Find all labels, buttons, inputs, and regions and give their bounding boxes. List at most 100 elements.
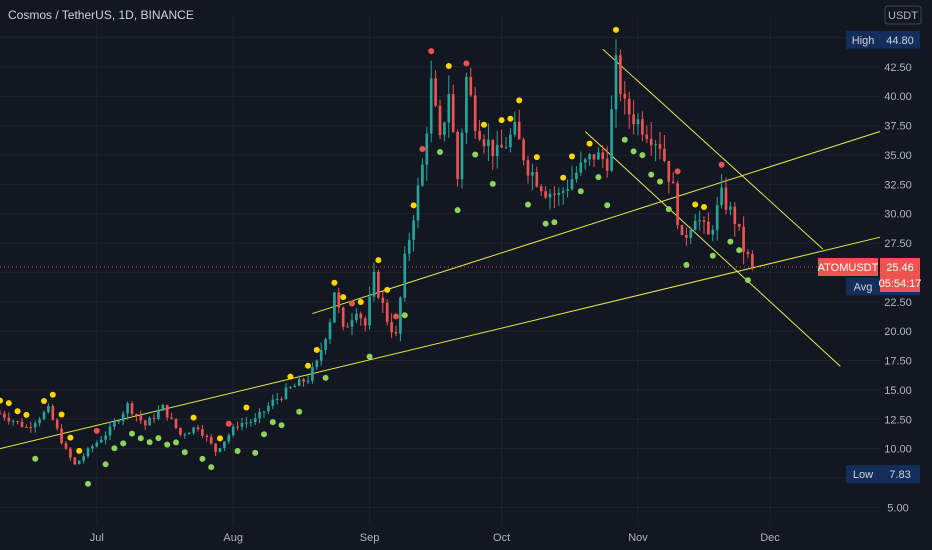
- y-tick-label: 12.50: [884, 414, 912, 426]
- candle-body: [483, 139, 486, 146]
- candle-body: [104, 435, 107, 439]
- candle-body: [298, 379, 301, 386]
- y-tick-label: 37.50: [884, 121, 912, 133]
- candle-body: [698, 220, 701, 221]
- indicator-dot: [613, 27, 619, 33]
- y-tick-label: 27.50: [884, 238, 912, 250]
- indicator-dot: [349, 300, 355, 306]
- indicator-dot: [666, 206, 672, 212]
- indicator-dot: [217, 435, 223, 441]
- y-tick-label: 10.00: [884, 444, 912, 456]
- indicator-dot: [719, 162, 725, 168]
- candle-body: [166, 405, 169, 418]
- y-tick-label: 22.50: [884, 297, 912, 309]
- indicator-dot: [499, 117, 505, 123]
- candle-body: [386, 303, 389, 322]
- high-tag-label: High: [852, 35, 875, 47]
- indicator-dot: [50, 392, 56, 398]
- candle-body: [73, 457, 76, 464]
- candle-body: [478, 131, 481, 140]
- candle-body: [628, 99, 631, 115]
- candle-body: [540, 186, 543, 191]
- candle-body: [267, 406, 270, 412]
- candle-body: [3, 413, 6, 417]
- candle-body: [707, 222, 710, 235]
- indicator-dot: [622, 137, 628, 143]
- candle-body: [337, 292, 340, 307]
- candle-body: [320, 350, 323, 361]
- candle-body: [179, 428, 182, 435]
- indicator-dot: [595, 174, 601, 180]
- current-symbol: ATOMUSDT: [818, 262, 879, 274]
- candle-body: [689, 230, 692, 238]
- indicator-dot: [147, 439, 153, 445]
- candle-body: [711, 230, 714, 235]
- candle-body: [417, 186, 420, 221]
- indicator-dot: [138, 435, 144, 441]
- indicator-dot: [701, 204, 707, 210]
- indicator-dot: [59, 412, 65, 418]
- candle-body: [95, 442, 98, 446]
- indicator-dot: [543, 221, 549, 227]
- indicator-dot: [507, 116, 513, 122]
- indicator-dot: [692, 202, 698, 208]
- candle-body: [223, 441, 226, 448]
- indicator-dot: [208, 464, 214, 470]
- candle-body: [271, 400, 274, 406]
- candle-body: [659, 144, 662, 149]
- candle-body: [139, 416, 142, 421]
- candle-body: [575, 173, 578, 180]
- candle-body: [254, 418, 257, 422]
- indicator-dot: [534, 154, 540, 160]
- indicator-dot: [446, 63, 452, 69]
- indicator-dot: [631, 148, 637, 154]
- candle-body: [663, 149, 666, 161]
- indicator-dot: [270, 419, 276, 425]
- candle-body: [527, 160, 530, 175]
- indicator-dot: [103, 461, 109, 467]
- indicator-dot: [41, 398, 47, 404]
- indicator-dot: [675, 168, 681, 174]
- candle-body: [729, 206, 732, 209]
- candle-body: [144, 420, 147, 425]
- candle-body: [531, 172, 534, 176]
- candle-body: [751, 254, 754, 267]
- candle-body: [716, 205, 719, 230]
- candle-body: [588, 154, 591, 159]
- candle-body: [227, 435, 230, 441]
- candle-body: [0, 413, 1, 414]
- candle-body: [205, 436, 208, 437]
- candle-body: [553, 194, 556, 195]
- candle-body: [249, 422, 252, 423]
- x-tick-label: Sep: [360, 532, 380, 544]
- y-tick-label: 35.00: [884, 150, 912, 162]
- currency-label: USDT: [888, 10, 918, 22]
- y-tick-label: 5.00: [887, 502, 908, 514]
- candle-body: [126, 403, 129, 413]
- candle-body: [509, 135, 512, 148]
- candle-body: [219, 448, 222, 452]
- candle-body: [197, 428, 200, 430]
- candle-body: [399, 298, 402, 334]
- indicator-dot: [490, 181, 496, 187]
- candle-body: [377, 272, 380, 298]
- candle-body: [78, 461, 81, 465]
- indicator-dot: [32, 456, 38, 462]
- candle-body: [7, 418, 10, 422]
- indicator-dot: [243, 405, 249, 411]
- candle-body: [43, 412, 46, 419]
- candle-body: [373, 272, 376, 297]
- indicator-dot: [481, 122, 487, 128]
- candle-body: [232, 427, 235, 436]
- indicator-dot: [463, 60, 469, 66]
- candle-body: [91, 446, 94, 448]
- candle-body: [562, 191, 565, 193]
- x-tick-label: Dec: [760, 532, 780, 544]
- candle-body: [518, 122, 521, 140]
- candle-body: [654, 144, 657, 145]
- candle-body: [522, 139, 525, 160]
- indicator-dot: [727, 239, 733, 245]
- indicator-dot: [525, 202, 531, 208]
- x-tick-label: Nov: [628, 532, 648, 544]
